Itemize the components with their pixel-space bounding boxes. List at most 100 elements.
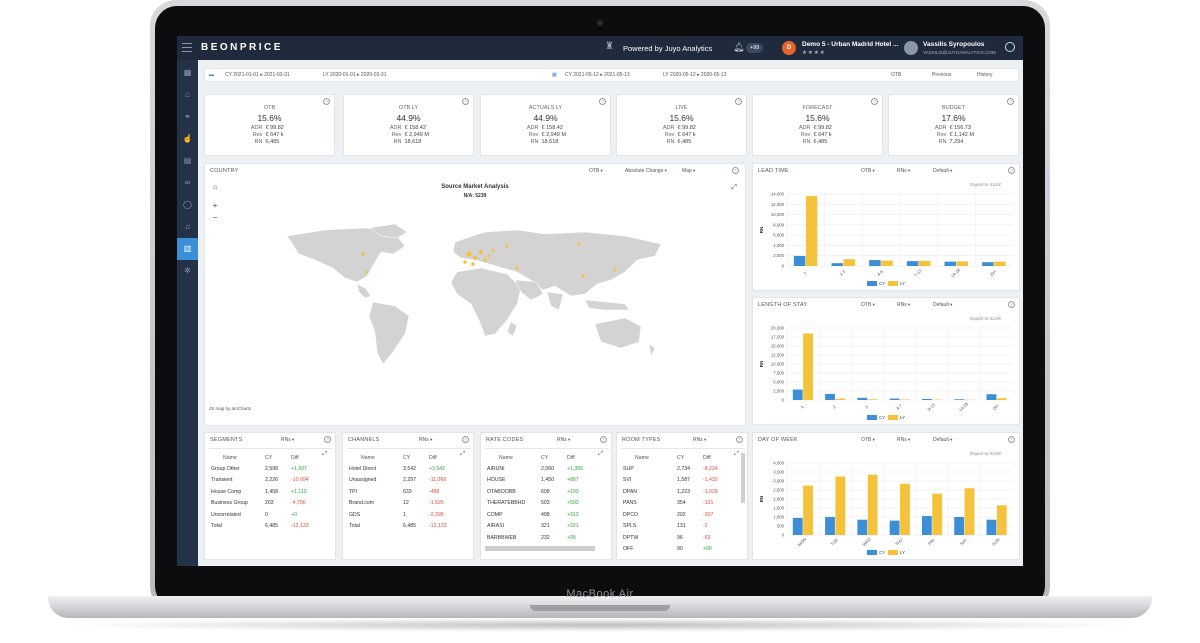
menu-icon[interactable] xyxy=(182,43,192,52)
help-icon[interactable]: ? xyxy=(600,436,607,443)
col-diff[interactable]: Diff xyxy=(291,455,299,461)
unit-select[interactable]: RNs xyxy=(897,168,910,174)
expand-icon[interactable]: ⤢ xyxy=(734,451,739,457)
help-icon[interactable]: ? xyxy=(324,436,331,443)
col-diff[interactable]: Diff xyxy=(703,455,711,461)
hotel-icon[interactable]: ⌂ xyxy=(185,90,190,99)
table-row[interactable]: Transient 2,226 -10,094 xyxy=(207,475,325,487)
chat-icon[interactable]: ◯ xyxy=(183,200,192,209)
chart-legend[interactable]: CY LY xyxy=(867,281,905,287)
table-row[interactable]: Group Other 2,598 +1,607 xyxy=(207,463,325,475)
help-icon[interactable]: ? xyxy=(732,167,739,174)
dashboard-icon[interactable]: ▦ xyxy=(183,68,192,77)
view-select[interactable]: Default xyxy=(933,168,952,174)
cy-range-2[interactable]: CY 2021-05-12 ▸ 2021-05-13 xyxy=(565,72,630,78)
bell-icon[interactable]: ♫ xyxy=(184,222,191,231)
metric-select[interactable]: OTB xyxy=(861,168,875,174)
market-point[interactable] xyxy=(577,242,581,246)
export-button[interactable]: Export to XLSX xyxy=(970,182,1001,187)
table-row[interactable]: AIRUNI 2,060 +1,355 xyxy=(483,463,601,475)
col-name[interactable]: Name xyxy=(223,455,237,461)
export-button[interactable]: Export to XLSX xyxy=(970,316,1001,321)
market-point[interactable] xyxy=(505,244,509,248)
market-point[interactable] xyxy=(487,254,491,258)
col-diff[interactable]: Diff xyxy=(567,455,575,461)
unit-select[interactable]: RNs xyxy=(419,437,432,443)
chart-icon[interactable]: ▥ xyxy=(177,238,198,260)
market-point[interactable] xyxy=(483,258,487,262)
zoom-out-button[interactable]: − xyxy=(212,213,218,222)
vertical-scrollbar[interactable] xyxy=(741,453,745,503)
col-name[interactable]: Name xyxy=(635,455,649,461)
table-row[interactable]: AIRASI 321 +321 xyxy=(483,521,601,533)
table-row[interactable]: TPI 633 -488 xyxy=(345,486,463,498)
table-row[interactable]: THERATEBBHD 503 +503 xyxy=(483,498,601,510)
table-row[interactable]: DPTW 96 -63 xyxy=(619,532,737,544)
table-row[interactable]: House Comp 1,458 +1,110 xyxy=(207,486,325,498)
kpi-card[interactable]: ? OTB 15.6% ADR € 99.82 Rev € 647 k RN 6,48… xyxy=(204,94,335,156)
col-name[interactable]: Name xyxy=(499,455,513,461)
expand-icon[interactable]: ⤢ xyxy=(460,451,465,457)
market-point[interactable] xyxy=(466,251,472,257)
help-icon[interactable]: ? xyxy=(599,98,606,105)
thumbs-up-icon[interactable]: ☝ xyxy=(182,134,193,143)
unit-select[interactable]: RNs xyxy=(557,437,570,443)
kpi-card[interactable]: ? OTB LY 44.9% ADR € 158.42 Rev € 2,949 M … xyxy=(343,94,474,156)
market-point[interactable] xyxy=(365,270,369,274)
cy-range-1[interactable]: CY 2021-01-01 ▸ 2021-03-31 xyxy=(225,72,290,78)
market-point[interactable] xyxy=(515,266,519,270)
chart-legend[interactable]: CY LY xyxy=(867,415,905,421)
help-icon[interactable]: ? xyxy=(1008,167,1015,174)
table-row[interactable]: GDS 1 -2,395 xyxy=(345,509,463,521)
power-icon[interactable] xyxy=(1005,42,1015,52)
kpi-card[interactable]: ? ACTUALS LY 44.9% ADR € 158.42 Rev € 2,94… xyxy=(480,94,611,156)
help-icon[interactable]: ? xyxy=(462,98,469,105)
table-row[interactable]: SPLS 131 -2 xyxy=(619,521,737,533)
vacation-icon[interactable]: ⚭ xyxy=(184,112,191,121)
market-point[interactable] xyxy=(471,262,475,266)
expand-icon[interactable]: ⤢ xyxy=(731,184,737,191)
table-row[interactable]: PANS 354 -131 xyxy=(619,498,737,510)
previous-button[interactable]: Previous xyxy=(932,72,952,78)
table-row[interactable]: OTABOOBB 608 +193 xyxy=(483,486,601,498)
zoom-in-button[interactable]: + xyxy=(212,201,218,210)
table-row[interactable]: Business Group 203 -4,756 xyxy=(207,498,325,510)
help-icon[interactable]: ? xyxy=(323,98,330,105)
table-row[interactable]: OFF 90 +90 xyxy=(619,544,737,556)
table-row[interactable]: COMP 408 +313 xyxy=(483,509,601,521)
col-diff[interactable]: Diff xyxy=(429,455,437,461)
table-row[interactable]: Total 6,485 -12,133 xyxy=(207,521,325,533)
table-row[interactable]: Hotel Direct 3,542 +3,542 xyxy=(345,463,463,475)
col-cy[interactable]: CY xyxy=(403,455,411,461)
unit-select[interactable]: RNs xyxy=(897,302,910,308)
history-button[interactable]: History xyxy=(977,72,993,78)
col-cy[interactable]: CY xyxy=(677,455,685,461)
kpi-card[interactable]: ? BUDGET 17.6% ADR € 156.73 Rev € 1,142 M … xyxy=(888,94,1019,156)
col-cy[interactable]: CY xyxy=(265,455,273,461)
market-point[interactable] xyxy=(361,252,365,256)
table-row[interactable]: HOUSE 1,450 +887 xyxy=(483,475,601,487)
hotel-selector[interactable]: Demo 5 - Urban Madrid Hotel ... xyxy=(802,41,899,48)
market-point[interactable] xyxy=(613,268,617,272)
unit-select[interactable]: RNs xyxy=(281,437,294,443)
notification-badge[interactable]: +99 xyxy=(746,43,764,53)
table-row[interactable]: SVI 1,587 -1,432 xyxy=(619,475,737,487)
market-point[interactable] xyxy=(473,256,477,260)
country-change-select[interactable]: Absolute Change xyxy=(625,168,667,174)
market-point[interactable] xyxy=(479,250,483,254)
help-icon[interactable]: ? xyxy=(1008,436,1015,443)
country-view-select[interactable]: Map xyxy=(682,168,695,174)
col-name[interactable]: Name xyxy=(361,455,375,461)
help-icon[interactable]: ? xyxy=(736,436,743,443)
view-select[interactable]: Default xyxy=(933,437,952,443)
table-row[interactable]: BARBBWEB 232 +95 xyxy=(483,532,601,544)
kpi-card[interactable]: ? FORECAST 15.6% ADR € 99.82 Rev € 647 k R… xyxy=(752,94,883,156)
table-row[interactable]: Total 6,485 -12,133 xyxy=(345,521,463,533)
metric-select[interactable]: OTB xyxy=(861,437,875,443)
document-icon[interactable]: ▤ xyxy=(183,156,192,165)
help-icon[interactable]: ? xyxy=(1007,98,1014,105)
unit-select[interactable]: RNs xyxy=(693,437,706,443)
horizontal-scrollbar[interactable] xyxy=(485,546,595,551)
market-point[interactable] xyxy=(491,248,495,252)
home-icon[interactable]: ⌂ xyxy=(213,184,218,191)
